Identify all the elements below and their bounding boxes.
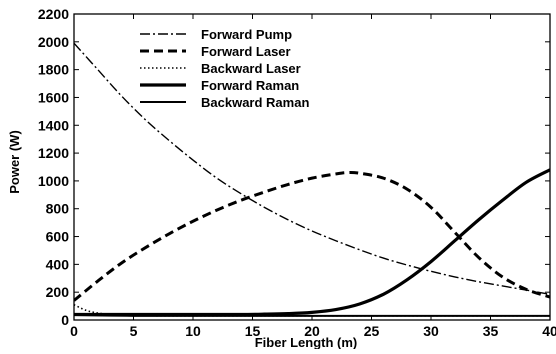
legend: Forward Pump Forward Laser Backward Laser F… <box>140 27 309 110</box>
y-tick-label: 2200 <box>38 6 69 22</box>
x-tick-label: 35 <box>483 323 499 339</box>
axes-frame <box>73 13 551 321</box>
plot-frame <box>73 13 551 321</box>
x-tick-label: 25 <box>364 323 380 339</box>
legend-label-backward-laser: Backward Laser <box>201 61 301 76</box>
x-tick-label: 40 <box>542 323 556 339</box>
y-tick-label: 0 <box>61 312 69 328</box>
y-tick-label: 1200 <box>38 145 69 161</box>
y-tick-label: 1000 <box>38 173 69 189</box>
y-tick-label: 1800 <box>38 62 69 78</box>
x-axis-label: Fiber Length (m) <box>255 335 358 349</box>
x-tick-label: 0 <box>70 323 78 339</box>
legend-label-backward-raman: Backward Raman <box>201 95 309 110</box>
y-tick-label: 800 <box>46 201 70 217</box>
y-tick-label: 1600 <box>38 89 69 105</box>
series-line-forward-pump <box>74 42 550 295</box>
x-tick-label: 5 <box>130 323 138 339</box>
legend-label-forward-laser: Forward Laser <box>201 44 291 59</box>
legend-label-forward-pump: Forward Pump <box>201 27 292 42</box>
y-tick-label: 1400 <box>38 117 69 133</box>
y-axis-label: Power (W) <box>7 130 22 194</box>
x-tick-label: 30 <box>423 323 439 339</box>
tick-layer: 0 5 10 15 20 25 30 35 40020040060080010001200140… <box>38 6 556 339</box>
x-tick-label: 15 <box>245 323 261 339</box>
x-tick-label: 20 <box>304 323 320 339</box>
y-tick-label: 200 <box>46 284 70 300</box>
y-tick-label: 2000 <box>38 34 69 50</box>
series-line-forward-laser <box>74 170 550 302</box>
legend-label-forward-raman: Forward Raman <box>201 78 299 93</box>
series-line-forward-raman <box>74 168 550 317</box>
y-tick-label: 600 <box>46 229 70 245</box>
y-tick-label: 400 <box>46 256 70 272</box>
x-tick-label: 10 <box>185 323 201 339</box>
